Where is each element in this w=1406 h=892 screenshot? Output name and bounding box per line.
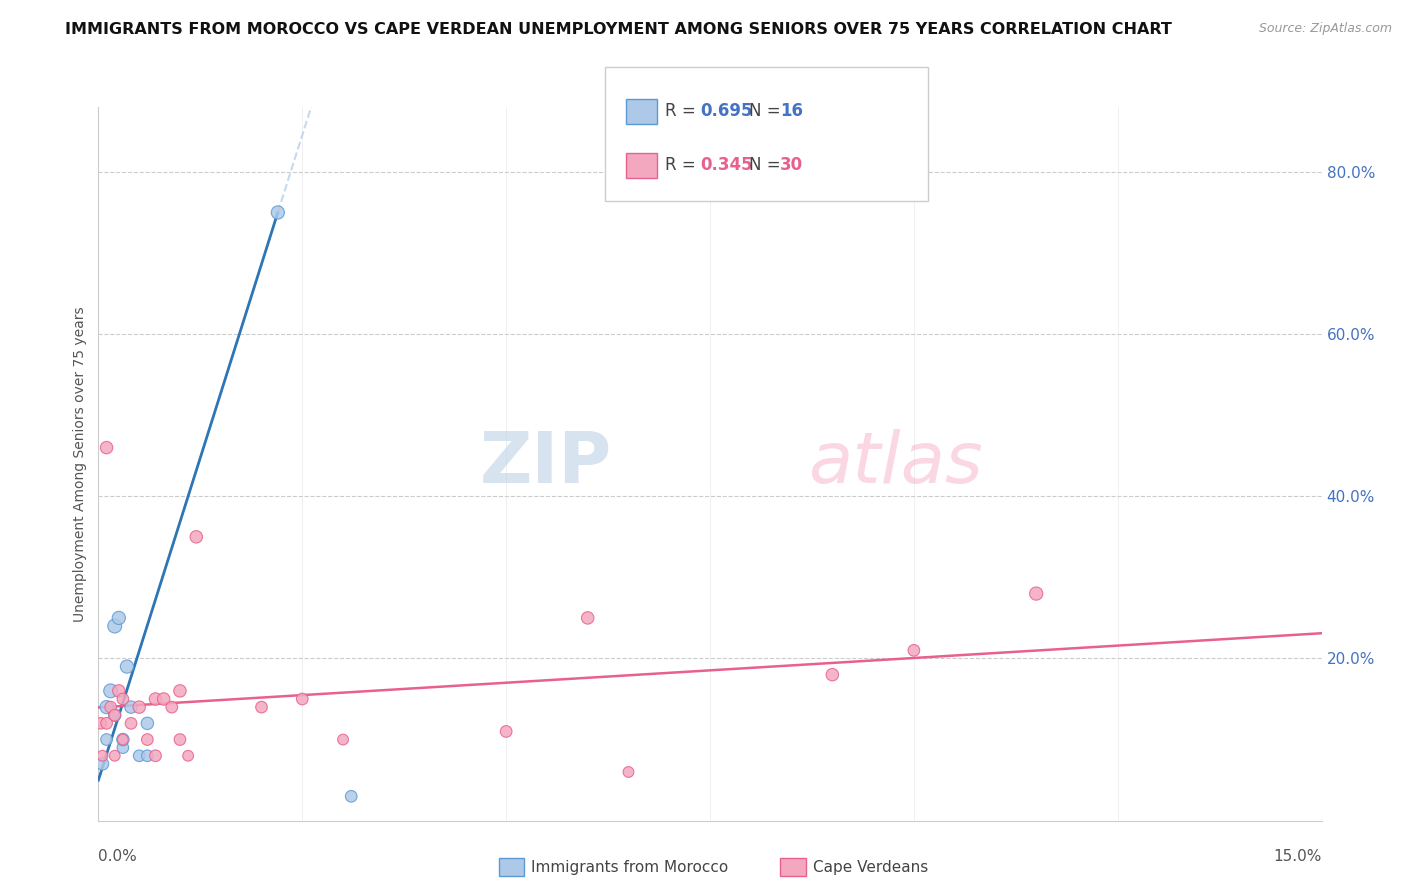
Text: 0.345: 0.345 [700, 156, 752, 174]
Text: Immigrants from Morocco: Immigrants from Morocco [531, 860, 728, 874]
Point [169, 732, 191, 747]
Point [160, 700, 183, 714]
Point [821, 667, 844, 681]
Point [145, 748, 167, 763]
Text: IMMIGRANTS FROM MOROCCO VS CAPE VERDEAN UNEMPLOYMENT AMONG SENIORS OVER 75 YEARS: IMMIGRANTS FROM MOROCCO VS CAPE VERDEAN … [65, 22, 1173, 37]
Point [91, 756, 114, 771]
Text: N =: N = [749, 103, 786, 120]
Text: R =: R = [665, 103, 702, 120]
Point [108, 611, 131, 625]
Point [576, 611, 599, 625]
Point [104, 619, 127, 633]
Point [96, 716, 118, 731]
Point [145, 692, 167, 706]
Point [169, 684, 191, 698]
Text: 30: 30 [780, 156, 803, 174]
Point [495, 724, 517, 739]
Text: ZIP: ZIP [479, 429, 612, 499]
Text: Cape Verdeans: Cape Verdeans [813, 860, 928, 874]
Point [332, 732, 354, 747]
Text: 0.695: 0.695 [700, 103, 752, 120]
Point [115, 659, 138, 673]
Point [903, 643, 925, 657]
Point [291, 692, 314, 706]
Point [177, 748, 200, 763]
Point [120, 700, 142, 714]
Point [100, 684, 122, 698]
Text: N =: N = [749, 156, 786, 174]
Point [617, 764, 640, 779]
Point [152, 692, 174, 706]
Point [136, 748, 159, 763]
Point [250, 700, 273, 714]
Point [120, 716, 142, 731]
Point [96, 732, 118, 747]
Point [104, 748, 127, 763]
Point [128, 700, 150, 714]
Point [267, 205, 290, 219]
Point [111, 692, 134, 706]
Point [136, 716, 159, 731]
Point [340, 789, 363, 804]
Text: Source: ZipAtlas.com: Source: ZipAtlas.com [1258, 22, 1392, 36]
Point [111, 732, 134, 747]
Point [104, 708, 127, 723]
Point [1025, 586, 1047, 600]
Point [90, 716, 112, 731]
Text: atlas: atlas [808, 429, 983, 499]
Point [104, 708, 127, 723]
Point [128, 748, 150, 763]
Point [91, 748, 114, 763]
Point [96, 441, 118, 455]
Point [186, 530, 208, 544]
Point [96, 700, 118, 714]
Point [111, 732, 134, 747]
Point [108, 684, 131, 698]
Text: 16: 16 [780, 103, 803, 120]
Text: 0.0%: 0.0% [98, 849, 138, 864]
Text: R =: R = [665, 156, 702, 174]
Text: 15.0%: 15.0% [1274, 849, 1322, 864]
Y-axis label: Unemployment Among Seniors over 75 years: Unemployment Among Seniors over 75 years [73, 306, 87, 622]
Point [111, 740, 134, 755]
Point [100, 700, 122, 714]
Point [136, 732, 159, 747]
